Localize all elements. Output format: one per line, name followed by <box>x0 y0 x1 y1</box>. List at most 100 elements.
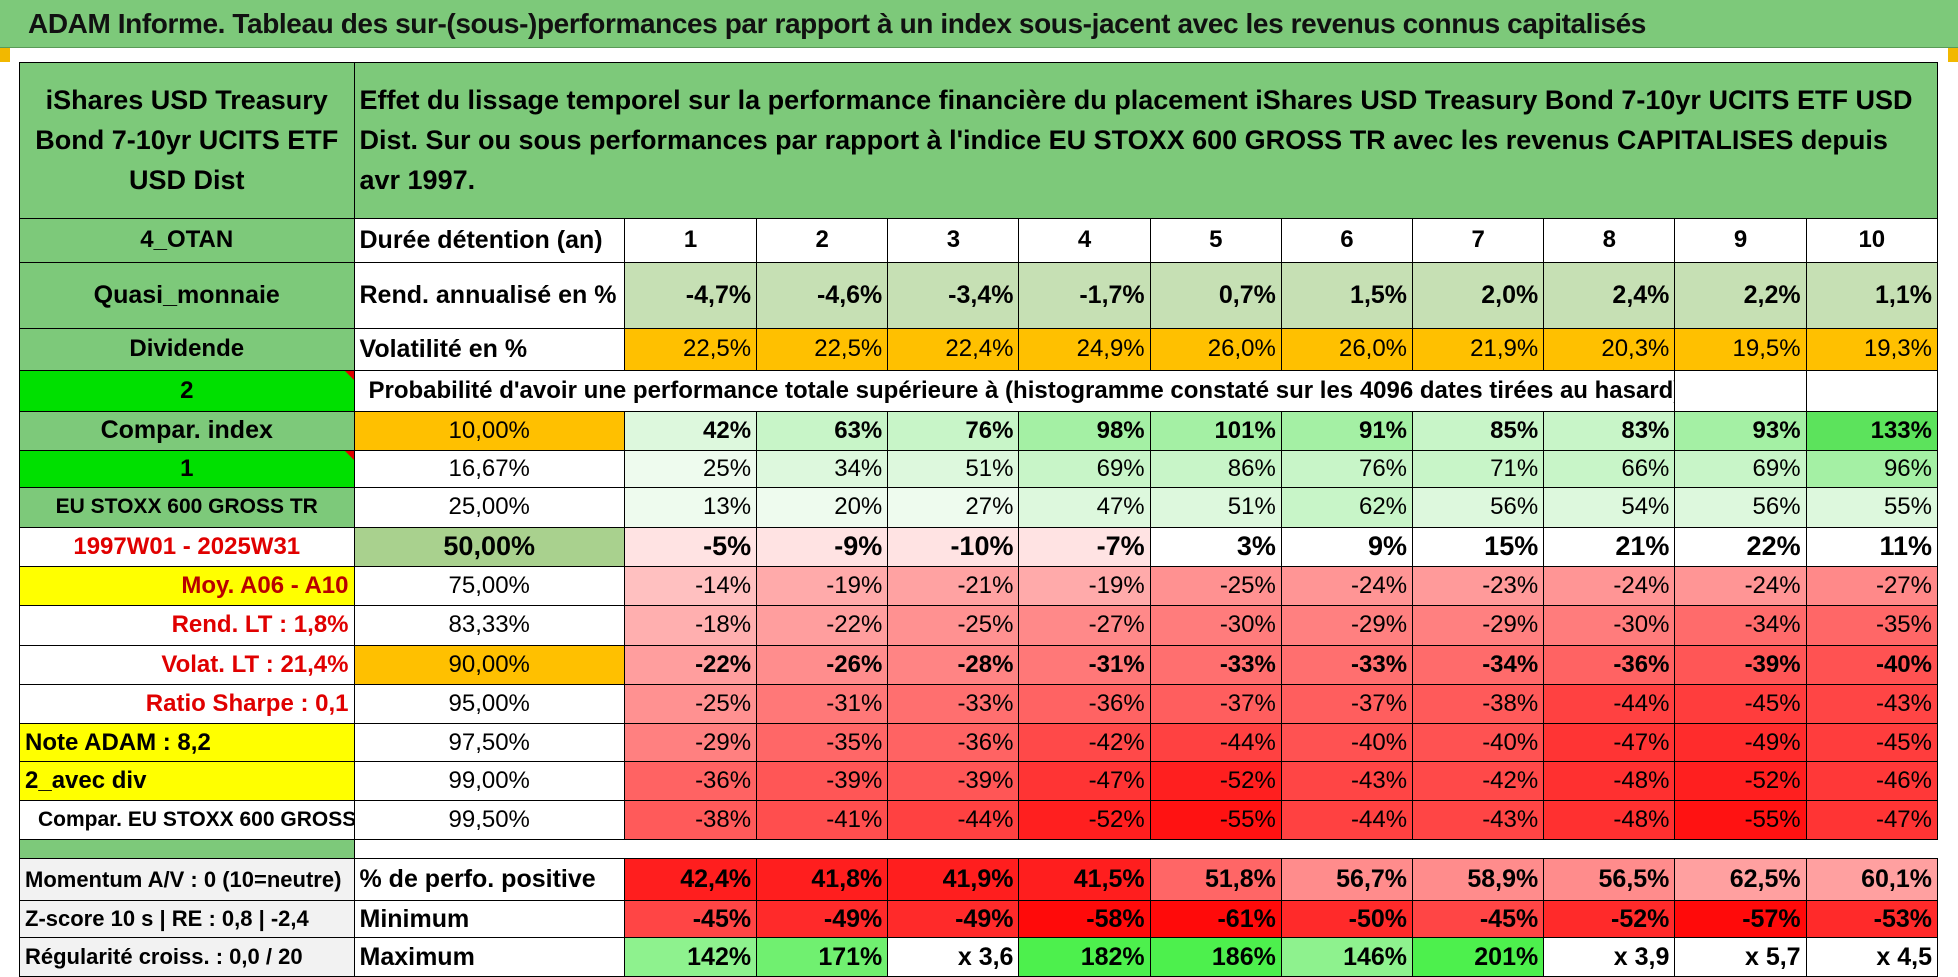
sharpe-label: Ratio Sharpe : 0,1 <box>19 683 355 725</box>
percentile-value: -35% <box>756 723 889 763</box>
percentile-value: -18% <box>623 604 758 647</box>
percentile-label: 90,00% <box>353 645 625 685</box>
min-value: -58% <box>1018 900 1151 939</box>
percentile-value: -52% <box>1674 761 1807 801</box>
year-header: 1 <box>623 217 758 264</box>
pos-value: 56,7% <box>1280 858 1414 902</box>
percentile-value: -45% <box>1674 683 1807 725</box>
stats-left-label: Régularité croiss. : 0,0 / 20 <box>19 937 355 977</box>
percentile-value: -23% <box>1412 566 1545 606</box>
percentile-value: -38% <box>1412 683 1545 725</box>
percentile-value: -36% <box>1018 683 1151 725</box>
year-header: 2 <box>756 217 889 264</box>
percentile-value: 91% <box>1280 410 1414 452</box>
percentile-value: 86% <box>1149 450 1282 489</box>
pos-value: 41,9% <box>887 858 1020 902</box>
compar-index-label: Compar. index <box>19 410 355 452</box>
percentile-value: 83% <box>1543 410 1676 452</box>
pos-value: 60,1% <box>1805 858 1939 902</box>
max-value: 182% <box>1018 937 1151 977</box>
percentile-value: 51% <box>1149 487 1282 528</box>
pos-label: % de perfo. positive <box>353 858 625 902</box>
percentile-label: 75,00% <box>353 566 625 606</box>
percentile-value: 69% <box>1018 450 1151 489</box>
percentile-value: -28% <box>887 645 1020 685</box>
percentile-value: 13% <box>623 487 758 528</box>
percentile-value: -33% <box>887 683 1020 725</box>
rend-value: 2,4% <box>1543 262 1676 329</box>
percentile-value: -27% <box>1018 604 1151 647</box>
max-value: x 3,9 <box>1543 937 1676 977</box>
percentile-value: -48% <box>1543 799 1676 841</box>
percentile-value: -27% <box>1805 566 1939 606</box>
pos-value: 51,8% <box>1149 858 1282 902</box>
period-label: 1997W01 - 2025W31 <box>19 526 355 568</box>
percentile-value: -14% <box>623 566 758 606</box>
percentile-value: -36% <box>623 761 758 801</box>
percentile-value: -21% <box>887 566 1020 606</box>
year-header: 9 <box>1674 217 1807 264</box>
pos-value: 41,8% <box>756 858 889 902</box>
percentile-value: -30% <box>1543 604 1676 647</box>
vol-value: 20,3% <box>1543 327 1676 371</box>
percentile-value: -30% <box>1149 604 1282 647</box>
percentile-value: -47% <box>1805 799 1939 841</box>
percentile-value: -52% <box>1018 799 1151 841</box>
report-title: ADAM Informe. Tableau des sur-(sous-)per… <box>0 0 1958 48</box>
max-value: 171% <box>756 937 889 977</box>
div-mode-label: 2_avec div <box>19 761 355 801</box>
percentile-value: -44% <box>887 799 1020 841</box>
rend-value: -4,6% <box>756 262 889 329</box>
section-separator <box>19 839 355 860</box>
vol-value: 22,5% <box>756 327 889 371</box>
max-value: x 5,7 <box>1674 937 1807 977</box>
percentile-value: -44% <box>1280 799 1414 841</box>
percentile-value: -45% <box>1805 723 1939 763</box>
income-type-label: Dividende <box>19 327 355 371</box>
percentile-value: 101% <box>1149 410 1282 452</box>
section-gap <box>354 839 1938 860</box>
selector-1[interactable]: 2 <box>19 369 355 412</box>
percentile-value: -33% <box>1280 645 1414 685</box>
year-header: 3 <box>887 217 1020 264</box>
percentile-value: -5% <box>623 526 758 568</box>
min-value: -53% <box>1805 900 1939 939</box>
pos-value: 62,5% <box>1674 858 1807 902</box>
percentile-value: 69% <box>1674 450 1807 489</box>
rend-value: 0,7% <box>1149 262 1282 329</box>
percentile-value: -46% <box>1805 761 1939 801</box>
category-label: 4_OTAN <box>19 217 355 264</box>
percentile-value: 21% <box>1543 526 1676 568</box>
year-header: 8 <box>1543 217 1676 264</box>
percentile-value: -39% <box>1674 645 1807 685</box>
max-value: 142% <box>623 937 758 977</box>
percentile-value: -29% <box>623 723 758 763</box>
percentile-label: 99,50% <box>353 799 625 841</box>
year-header: 10 <box>1805 217 1939 264</box>
percentile-value: -25% <box>1149 566 1282 606</box>
asset-class-label: Quasi_monnaie <box>19 262 355 329</box>
percentile-value: -37% <box>1280 683 1414 725</box>
percentile-value: 85% <box>1412 410 1545 452</box>
percentile-value: -48% <box>1543 761 1676 801</box>
percentile-label: 83,33% <box>353 604 625 647</box>
percentile-value: 96% <box>1805 450 1939 489</box>
chart-description: Effet du lissage temporel sur la perform… <box>353 62 1938 219</box>
index-name-label: EU STOXX 600 GROSS TR <box>19 487 355 528</box>
percentile-value: -10% <box>887 526 1020 568</box>
percentile-value: -40% <box>1805 645 1939 685</box>
year-header: 4 <box>1018 217 1151 264</box>
percentile-value: 56% <box>1674 487 1807 528</box>
percentile-value: 54% <box>1543 487 1676 528</box>
selector-2[interactable]: 1 <box>19 450 355 489</box>
percentile-value: 98% <box>1018 410 1151 452</box>
percentile-value: -41% <box>756 799 889 841</box>
min-value: -52% <box>1543 900 1676 939</box>
percentile-value: -40% <box>1412 723 1545 763</box>
vol-value: 24,9% <box>1018 327 1151 371</box>
note-adam-label: Note ADAM : 8,2 <box>19 723 355 763</box>
percentile-value: -25% <box>887 604 1020 647</box>
percentile-value: 47% <box>1018 487 1151 528</box>
min-value: -45% <box>1412 900 1545 939</box>
percentile-value: -55% <box>1149 799 1282 841</box>
